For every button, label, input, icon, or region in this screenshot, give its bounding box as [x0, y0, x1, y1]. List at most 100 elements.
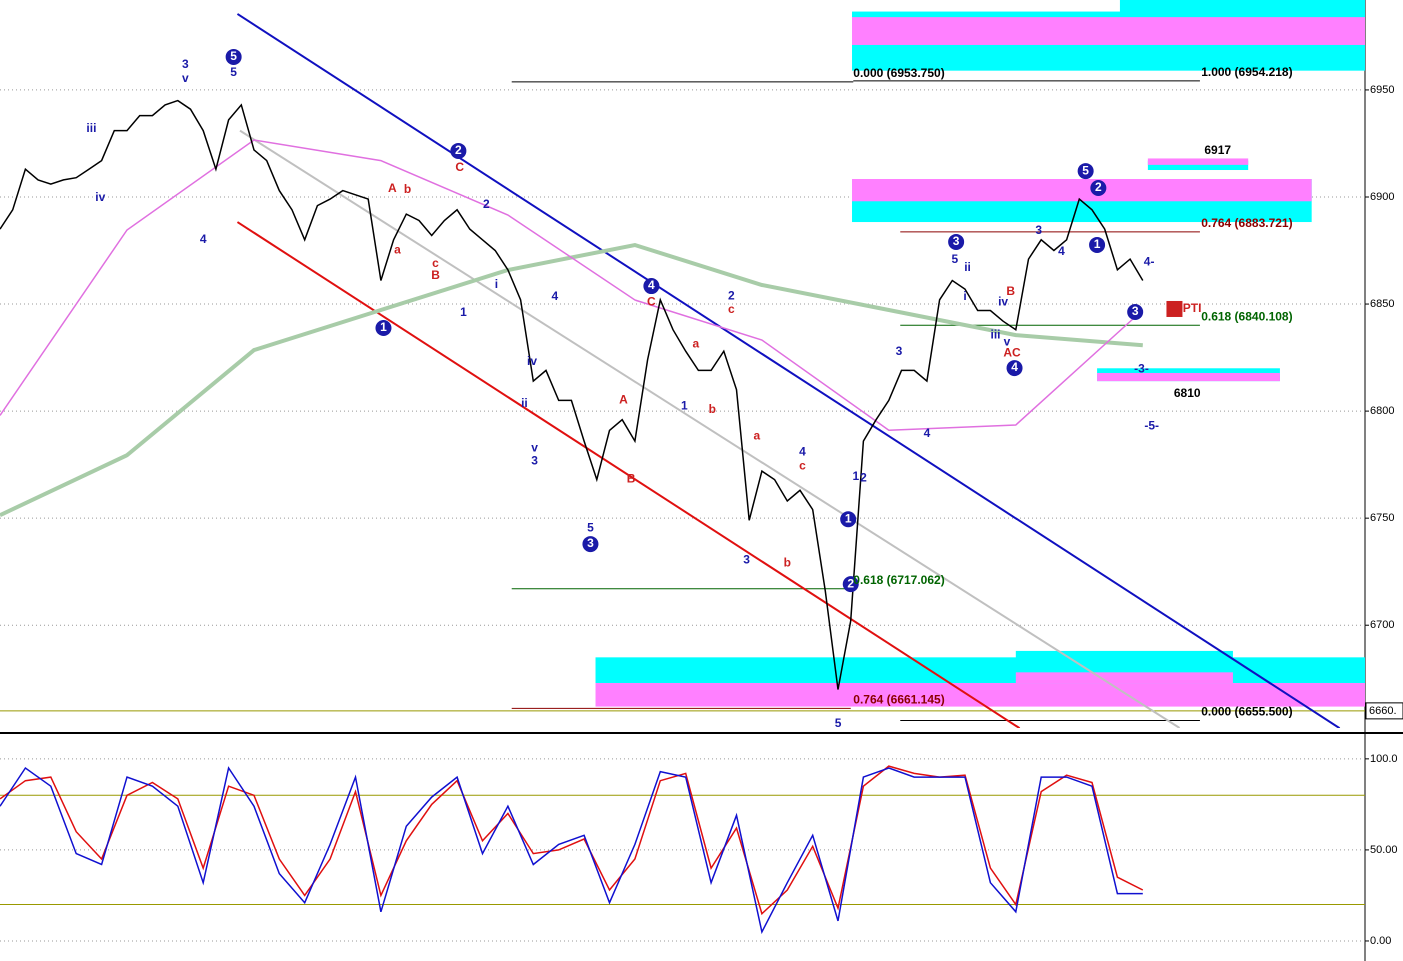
wave-label: a [753, 428, 760, 442]
wave-label: A [619, 392, 628, 406]
wave-label: ii [964, 260, 971, 274]
zone [1119, 0, 1365, 13]
wave-label: iii [990, 327, 1000, 341]
wave-label: 2 [728, 288, 735, 302]
wave-circle [1127, 303, 1144, 320]
wave-label: 5 [587, 520, 594, 534]
y-tick-label: 6750 [1370, 512, 1394, 524]
wave-circle [840, 511, 857, 528]
panel: 69176810-5--3-39PTI3v55iiiiv4221i1iiivv3… [0, 0, 1365, 730]
wave-label: 4 [648, 278, 655, 292]
wave-label: 1 [845, 511, 852, 525]
wave-label: iv [527, 354, 537, 368]
wave-label: 1 [1094, 237, 1101, 251]
zone [1097, 372, 1280, 382]
price-label: 6660. [1369, 705, 1397, 717]
wave-label: 4 [552, 289, 559, 303]
wave-label: b [784, 555, 791, 569]
y-tick-label: 6950 [1370, 84, 1394, 96]
wave-label: B [627, 471, 636, 485]
wave-label: iii [86, 121, 96, 135]
wave-label: -3- [1134, 361, 1149, 375]
trendline [236, 221, 1021, 728]
level-label: 0.764 (6661.145) [853, 693, 944, 707]
wave-label: c [799, 458, 806, 472]
y-tick-label: 6700 [1370, 619, 1394, 631]
trendline [239, 129, 1181, 728]
wave-label: c [432, 256, 439, 270]
wave-label: 6917 [1204, 143, 1231, 157]
wave-label: v [182, 71, 189, 85]
level-label: 0.764 (6883.721) [1201, 216, 1292, 230]
zone [1147, 158, 1249, 165]
wave-label: 3 [953, 234, 960, 248]
wave-label: 5 [230, 49, 237, 63]
level-label: 0.618 (6840.108) [1201, 309, 1292, 323]
wave-label: 3 [1035, 223, 1042, 237]
wave-label: 2 [483, 197, 490, 211]
wave-label: 1 [380, 320, 387, 334]
wave-label: 5 [835, 716, 842, 730]
wave-label: B [431, 268, 440, 282]
wave-label: 1 [852, 469, 859, 483]
price-box [1365, 702, 1403, 720]
wave-label: 3 [531, 453, 538, 467]
wave-label: v [531, 440, 538, 454]
wave-label: 1 [681, 398, 688, 412]
wave-label: 4 [799, 444, 806, 458]
wave-label: 4- [1144, 254, 1155, 268]
y-tick-label: 6850 [1370, 298, 1394, 310]
wave-label: 3 [743, 552, 750, 566]
wave-circle [1006, 360, 1023, 377]
wave-label: a [692, 336, 699, 350]
plot-area [0, 758, 1365, 942]
wave-label: 39PTI [1169, 301, 1201, 315]
wave-circle [948, 233, 965, 250]
zone [1015, 672, 1233, 684]
wave-label: b [709, 402, 716, 416]
wave-label: 6810 [1174, 386, 1201, 400]
label-box [1166, 300, 1183, 317]
wave-label: 2 [860, 470, 867, 484]
wave-label: 1 [460, 305, 467, 319]
wave-label: i [495, 277, 498, 291]
wave-circle [643, 278, 660, 295]
wave-label: ii [521, 396, 528, 410]
wave-label: 2 [1095, 180, 1102, 194]
wave-circle [225, 48, 242, 65]
zone [852, 179, 1312, 202]
y-tick-label: 50.00 [1370, 844, 1398, 856]
wave-label: iv [998, 294, 1008, 308]
series-line [0, 99, 1144, 690]
level-label: 0.000 (6953.750) [853, 66, 944, 80]
wave-circle [582, 536, 599, 553]
trendline [236, 13, 1341, 728]
wave-label: 5 [952, 252, 959, 266]
zone [852, 17, 1365, 45]
wave-label: 2 [847, 576, 854, 590]
wave-label: B [1006, 284, 1015, 298]
wave-label: AC [1003, 345, 1021, 359]
series-line [0, 765, 1144, 916]
zone [595, 683, 1365, 707]
plot-area: 69176810-5--3-39PTI3v55iiiiv4221i1iiivv3… [0, 0, 1365, 730]
y-tick-label: 6900 [1370, 191, 1394, 203]
wave-label: 4 [1058, 244, 1065, 258]
wave-label: c [728, 302, 735, 316]
wave-label: C [647, 294, 656, 308]
y-tick-label: 6800 [1370, 405, 1394, 417]
wave-circle [1077, 163, 1094, 180]
wave-label: C [455, 160, 464, 174]
series-line [0, 766, 1143, 935]
level-label: 0.618 (6717.062) [853, 573, 944, 587]
wave-label: 3 [587, 536, 594, 550]
wave-label: 4 [1011, 360, 1018, 374]
wave-label: 2 [455, 143, 462, 157]
panel [0, 758, 1365, 942]
wave-label: -5- [1144, 418, 1159, 432]
wave-circle [450, 142, 467, 159]
y-tick-label: 0.00 [1370, 935, 1391, 947]
wave-label: A [388, 181, 397, 195]
